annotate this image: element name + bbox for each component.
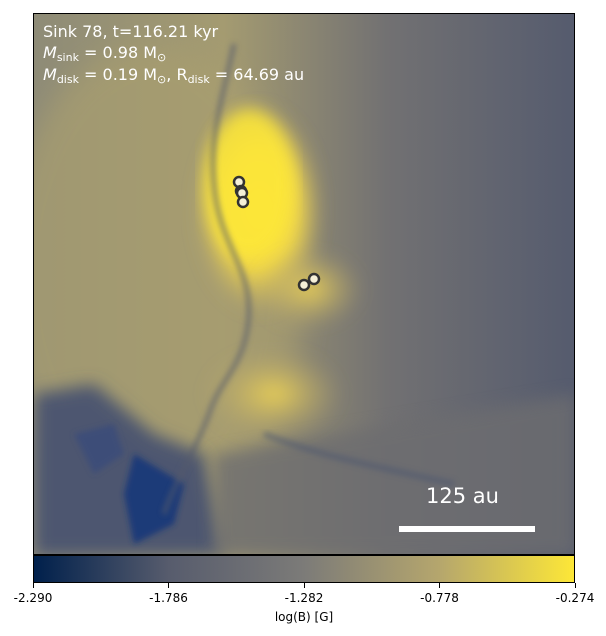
colorbar: [33, 555, 575, 583]
magnetic-field-map: Sink 78, t=116.21 kyr Msink = 0.98 M⊙ Md…: [33, 13, 575, 555]
colorbar-tick-label: -2.290: [13, 591, 53, 605]
colorbar-tick-mark: [32, 583, 34, 588]
sink-marker: [307, 272, 321, 286]
colorbar-tick-mark: [574, 583, 576, 588]
scale-bar: [399, 526, 535, 532]
rdisk-subscript: disk: [187, 73, 210, 86]
colorbar-tick-mark: [439, 583, 440, 588]
rdisk-symbol: , R: [166, 65, 188, 84]
colorbar-tick-label: -0.778: [420, 591, 459, 605]
colorbar-tick-label: -0.274: [555, 591, 595, 605]
msink-sun-symbol: ⊙: [157, 51, 167, 64]
mdisk-symbol: M: [43, 65, 57, 84]
colorbar-tick-mark: [168, 583, 169, 588]
colorbar-tick-label: -1.282: [284, 591, 324, 605]
mdisk-sun-symbol: ⊙: [157, 73, 167, 86]
mdisk-value: = 0.19 M: [78, 65, 158, 84]
sink-title: Sink 78, t=116.21 kyr: [43, 22, 219, 41]
mdisk-subscript: disk: [56, 73, 79, 86]
colorbar-label: log(B) [G]: [274, 610, 334, 624]
colorbar-tick-label: -1.786: [149, 591, 188, 605]
msink-subscript: sink: [56, 51, 79, 64]
sink-marker: [297, 278, 311, 292]
colorbar-tick-mark: [303, 583, 305, 588]
rdisk-value: = 64.69 au: [209, 65, 305, 84]
sink-marker: [236, 195, 250, 209]
disk-properties: Mdisk = 0.19 M⊙, Rdisk = 64.69 au: [43, 64, 304, 90]
sink-mass: Msink = 0.98 M⊙: [43, 42, 166, 68]
scale-bar-label: 125 au: [426, 484, 499, 508]
map-image: [34, 14, 574, 554]
msink-symbol: M: [43, 43, 57, 62]
sink-markers: [232, 175, 321, 292]
msink-value: = 0.98 M: [78, 43, 158, 62]
